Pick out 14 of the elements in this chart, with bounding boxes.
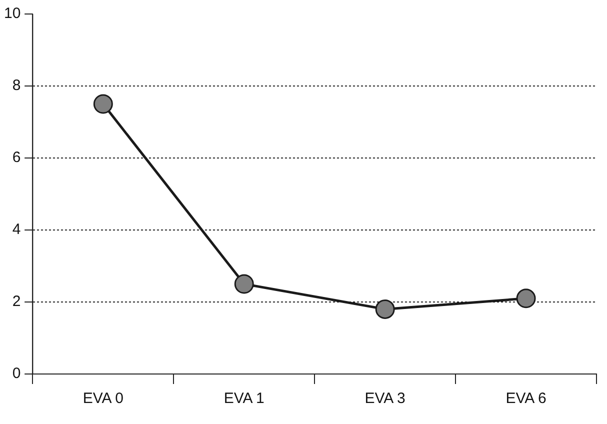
y-tick-label: 2: [12, 293, 21, 310]
point: [93, 94, 113, 114]
x-tick-label: EVA 3: [364, 390, 406, 408]
y-tick-label: 8: [12, 77, 21, 94]
x-tick-label: EVA 0: [82, 390, 124, 408]
point: [516, 288, 536, 308]
point: [375, 299, 395, 319]
y-tick-label: 4: [12, 221, 21, 238]
point: [234, 274, 254, 294]
x-tick-label: EVA 6: [506, 390, 546, 408]
x-tick-label: EVA 1: [224, 390, 264, 408]
y-tick-label: 10: [4, 5, 21, 22]
y-tick-label: 6: [12, 149, 21, 166]
y-tick-label: 0: [12, 365, 21, 382]
